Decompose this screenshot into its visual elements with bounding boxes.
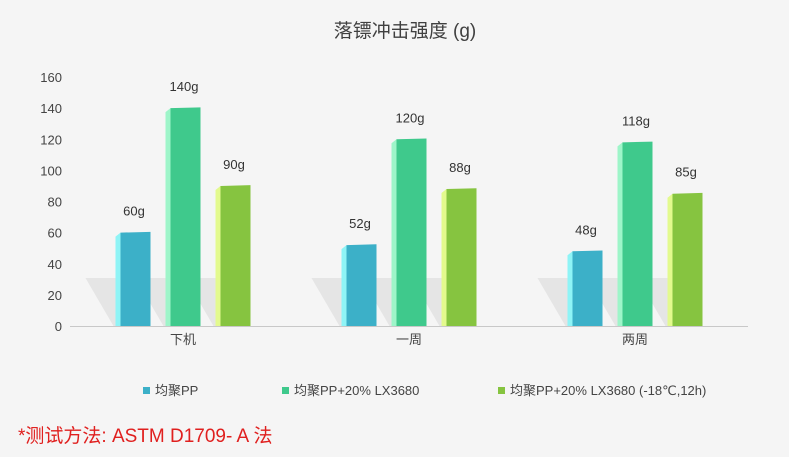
legend: 均聚PP 均聚PP+20% LX3680 均聚PP+20% LX3680 (-18℃… [143,383,706,398]
legend-label: 均聚PP+20% LX3680 [294,383,419,398]
bar-edge [391,139,397,326]
bars [115,107,703,326]
bar-edge [441,189,447,326]
bar [572,250,603,326]
bar [220,185,251,326]
x-tick-label: 一周 [396,332,422,347]
bar-edge [165,108,171,326]
bar-edge [667,193,673,326]
y-tick-label: 40 [48,257,62,272]
y-tick-label: 160 [40,70,62,85]
legend-label: 均聚PP [155,383,198,398]
bar-edge [617,142,623,326]
bar [672,192,703,326]
y-tick-label: 20 [48,288,62,303]
data-label: 118g [622,113,650,128]
bar [446,188,477,326]
y-tick-label: 80 [48,195,62,210]
bar [346,244,377,326]
y-tick-label: 0 [55,319,62,334]
y-tick-label: 120 [40,132,62,147]
data-label: 85g [675,165,697,180]
bar [170,107,201,326]
x-tick-label: 下机 [170,332,196,347]
y-tick-label: 140 [40,101,62,116]
test-method-note: *测试方法: ASTM D1709- A 法 [18,426,273,447]
data-label: 48g [575,222,597,237]
x-tick-label: 两周 [622,332,648,347]
legend-label: 均聚PP+20% LX3680 (-18℃,12h) [510,383,706,398]
legend-swatch [282,387,289,394]
y-tick-label: 60 [48,226,62,241]
data-labels: 60g 140g 90g 52g 120g 88g 48g 118g 85g [123,79,697,237]
bar [622,141,653,326]
data-label: 90g [223,157,245,172]
data-label: 140g [170,79,199,94]
bar-edge [115,232,121,326]
bar [396,138,427,326]
data-label: 52g [349,216,371,231]
data-label: 88g [449,160,471,175]
data-label: 60g [123,204,145,219]
data-label: 120g [396,110,425,125]
chart-title: 落镖冲击强度 (g) [334,20,477,42]
bar [120,231,151,326]
legend-swatch [143,387,150,394]
y-tick-label: 100 [40,163,62,178]
axis: 0 20 40 60 80 100 120 140 160 下机 一周 两周 [40,70,748,347]
bar-edge [215,185,221,326]
bar-edge [341,245,347,326]
bar-edge [567,251,573,326]
legend-swatch [498,387,505,394]
